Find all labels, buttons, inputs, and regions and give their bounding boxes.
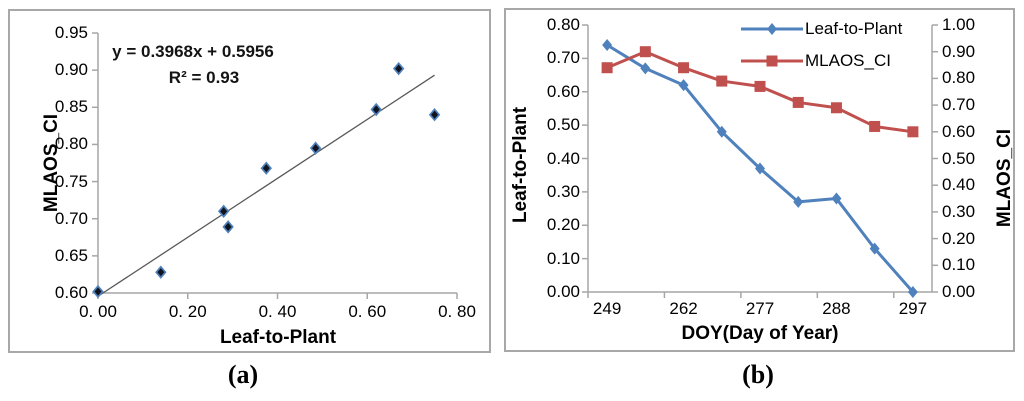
b-left-y-tick-label: 0.20 (546, 215, 580, 235)
b-right-y-tick-label: 0.00 (942, 282, 976, 301)
b-right-y-tick-label: 0.60 (942, 121, 976, 141)
legend-entry-mlaos-ci: MLAOS_CI (741, 51, 891, 71)
b-left-y-tick-label: 0.10 (546, 248, 580, 268)
b-right-y-tick-label: 0.80 (942, 68, 976, 88)
b-right-y-tick-label: 0.10 (942, 255, 976, 275)
a-y-tick-label: 0.85 (54, 97, 88, 117)
legend-entry-leaf-to-plant: Leaf-to-Plant (741, 19, 902, 39)
a-x-tick-label: 0. 00 (79, 302, 117, 321)
a-trendline-equation: y = 0.3968x + 0.5956 (112, 42, 274, 61)
b-left-y-tick-label: 0.60 (546, 81, 580, 101)
legend-line-square-icon (741, 55, 803, 67)
a-x-tick-label: 0. 80 (438, 302, 476, 321)
b-left-y-tick-label: 0.80 (546, 15, 580, 34)
line-chart-svg (582, 24, 938, 298)
b-left-y-tick-label: 0.40 (546, 148, 580, 168)
b-right-y-tick-label: 0.40 (942, 175, 976, 195)
b-left-y-tick-label: 0.50 (546, 115, 580, 135)
panel-b-line-chart: Leaf-to-Plant MLAOS_CI DOY(Day of Year) … (504, 8, 1015, 352)
b-right-y-tick-label: 1.00 (942, 15, 976, 34)
b-left-y-tick-label: 0.30 (546, 181, 580, 201)
a-y-tick-label: 0.65 (54, 245, 88, 265)
a-x-tick-label: 0. 20 (168, 302, 207, 321)
b-x-axis-title: DOY(Day of Year) (681, 323, 839, 344)
legend-line-diamond-icon (741, 23, 803, 35)
b-x-tick-label: 262 (669, 299, 698, 318)
b-right-y-tick-label: 0.70 (942, 95, 976, 115)
legend-label-leaf-to-plant: Leaf-to-Plant (805, 19, 903, 38)
a-y-tick-label: 0.90 (54, 60, 88, 80)
b-left-y-tick-label: 0.70 (546, 48, 580, 68)
b-right-y-tick-label: 0.50 (942, 148, 976, 168)
b-x-tick-label: 249 (592, 299, 622, 318)
b-right-y-tick-label: 0.90 (942, 41, 976, 61)
a-x-tick-label: 0. 60 (348, 302, 387, 321)
b-left-y-tick-label: 0.00 (546, 282, 580, 301)
b-x-tick-label: 277 (745, 299, 775, 318)
scatter-plot-svg (92, 32, 458, 299)
a-y-tick-label: 0.60 (54, 283, 88, 302)
a-y-tick-label: 0.70 (54, 208, 88, 228)
b-right-y-tick-label: 0.30 (942, 201, 976, 221)
b-right-y-tick-label: 0.20 (942, 228, 976, 248)
a-y-tick-label: 0.80 (54, 134, 88, 154)
a-r-squared-label: R² = 0.93 (168, 68, 240, 87)
a-x-tick-label: 0. 40 (258, 302, 297, 321)
b-x-tick-label: 297 (898, 299, 928, 318)
caption-a: (a) (227, 360, 259, 389)
a-y-tick-label: 0.95 (54, 23, 88, 42)
a-y-tick-label: 0.75 (54, 171, 88, 191)
legend-label-mlaos-ci: MLAOS_CI (805, 51, 891, 70)
a-x-axis-title: Leaf-to-Plant (219, 327, 337, 348)
panel-a-scatter-chart: MLAOS_CI Leaf-to-Plant y = 0.3968x + 0.5… (8, 9, 491, 353)
b-x-tick-label: 288 (822, 299, 851, 318)
a-y-axis-title: MLAOS_CI (41, 113, 62, 213)
caption-b: (b) (742, 360, 774, 389)
